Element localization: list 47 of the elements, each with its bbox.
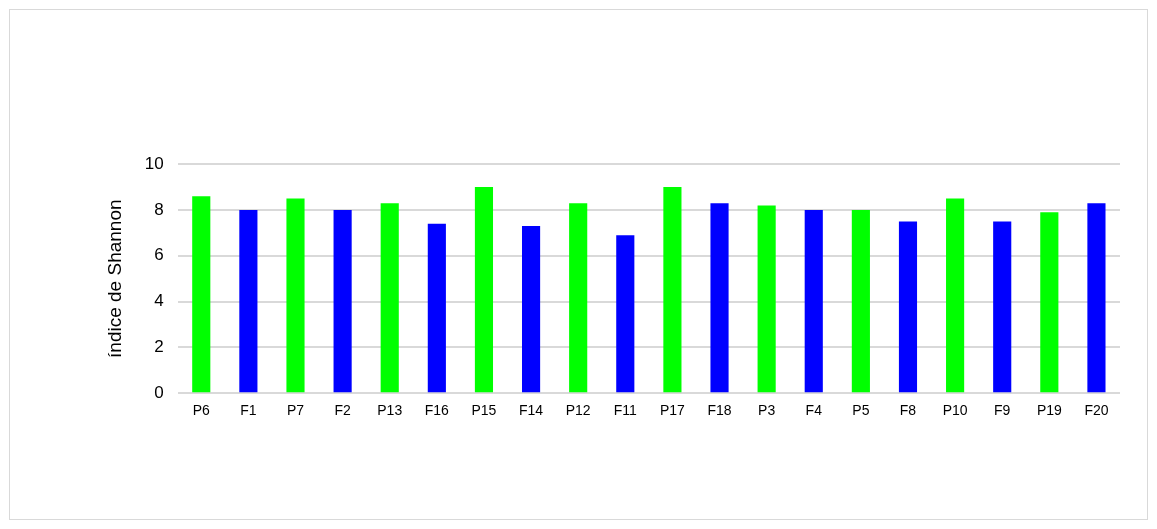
- y-tick-label: 2: [154, 337, 164, 357]
- bar: [804, 210, 823, 393]
- y-tick-label: 4: [154, 291, 164, 311]
- bar: [1087, 203, 1106, 393]
- bar: [710, 203, 729, 393]
- bar: [1040, 212, 1059, 393]
- y-tick-label: 6: [154, 245, 164, 265]
- x-tick-label: F20: [1084, 402, 1109, 419]
- x-tick-label: P12: [565, 402, 591, 419]
- x-tick-label: P6: [192, 402, 211, 419]
- bar: [192, 196, 211, 393]
- x-tick-label: P10: [942, 402, 968, 419]
- bar: [427, 223, 446, 393]
- x-tick-label: P3: [758, 402, 776, 419]
- bar: [380, 203, 399, 393]
- bar: [569, 203, 588, 393]
- x-tick-label: F9: [994, 402, 1011, 419]
- bar: [663, 187, 682, 393]
- x-tick-label: F11: [613, 402, 638, 419]
- bar: [333, 210, 352, 393]
- x-tick-label: P5: [852, 402, 870, 419]
- bar: [993, 221, 1012, 393]
- bar: [898, 221, 918, 393]
- x-tick-label: F16: [424, 402, 450, 419]
- bar: [522, 226, 541, 393]
- bar: [851, 210, 870, 393]
- x-tick-label: F1: [240, 402, 257, 419]
- bar: [946, 198, 965, 393]
- x-tick-label: P13: [377, 402, 403, 419]
- y-tick-label: 8: [154, 199, 164, 219]
- x-tick-label: P17: [659, 402, 686, 419]
- x-tick-label: F4: [805, 402, 823, 419]
- x-tick-label: P15: [471, 402, 497, 419]
- bar: [757, 205, 776, 393]
- y-axis-title: índice de Shannon: [103, 199, 125, 358]
- y-tick-label: 10: [144, 153, 164, 173]
- bar: [616, 235, 635, 393]
- bar: [474, 187, 494, 393]
- x-tick-label: F8: [899, 402, 917, 419]
- y-tick-label: 0: [154, 382, 164, 402]
- x-tick-label: P7: [286, 402, 305, 419]
- bar: [239, 210, 258, 393]
- x-tick-label: F2: [334, 402, 351, 419]
- bar: [286, 198, 305, 393]
- x-tick-label: F18: [707, 402, 732, 419]
- x-tick-label: P19: [1036, 402, 1062, 419]
- x-tick-label: F14: [519, 402, 544, 419]
